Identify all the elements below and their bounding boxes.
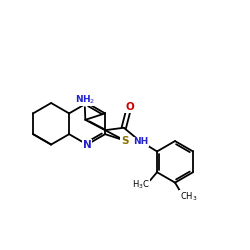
Text: O: O (125, 102, 134, 112)
Text: H$_3$C: H$_3$C (132, 178, 150, 190)
Text: NH: NH (133, 137, 148, 146)
Text: S: S (121, 136, 128, 145)
Text: CH$_3$: CH$_3$ (180, 190, 197, 203)
Text: NH$_2$: NH$_2$ (75, 93, 95, 106)
Text: N: N (83, 140, 92, 149)
